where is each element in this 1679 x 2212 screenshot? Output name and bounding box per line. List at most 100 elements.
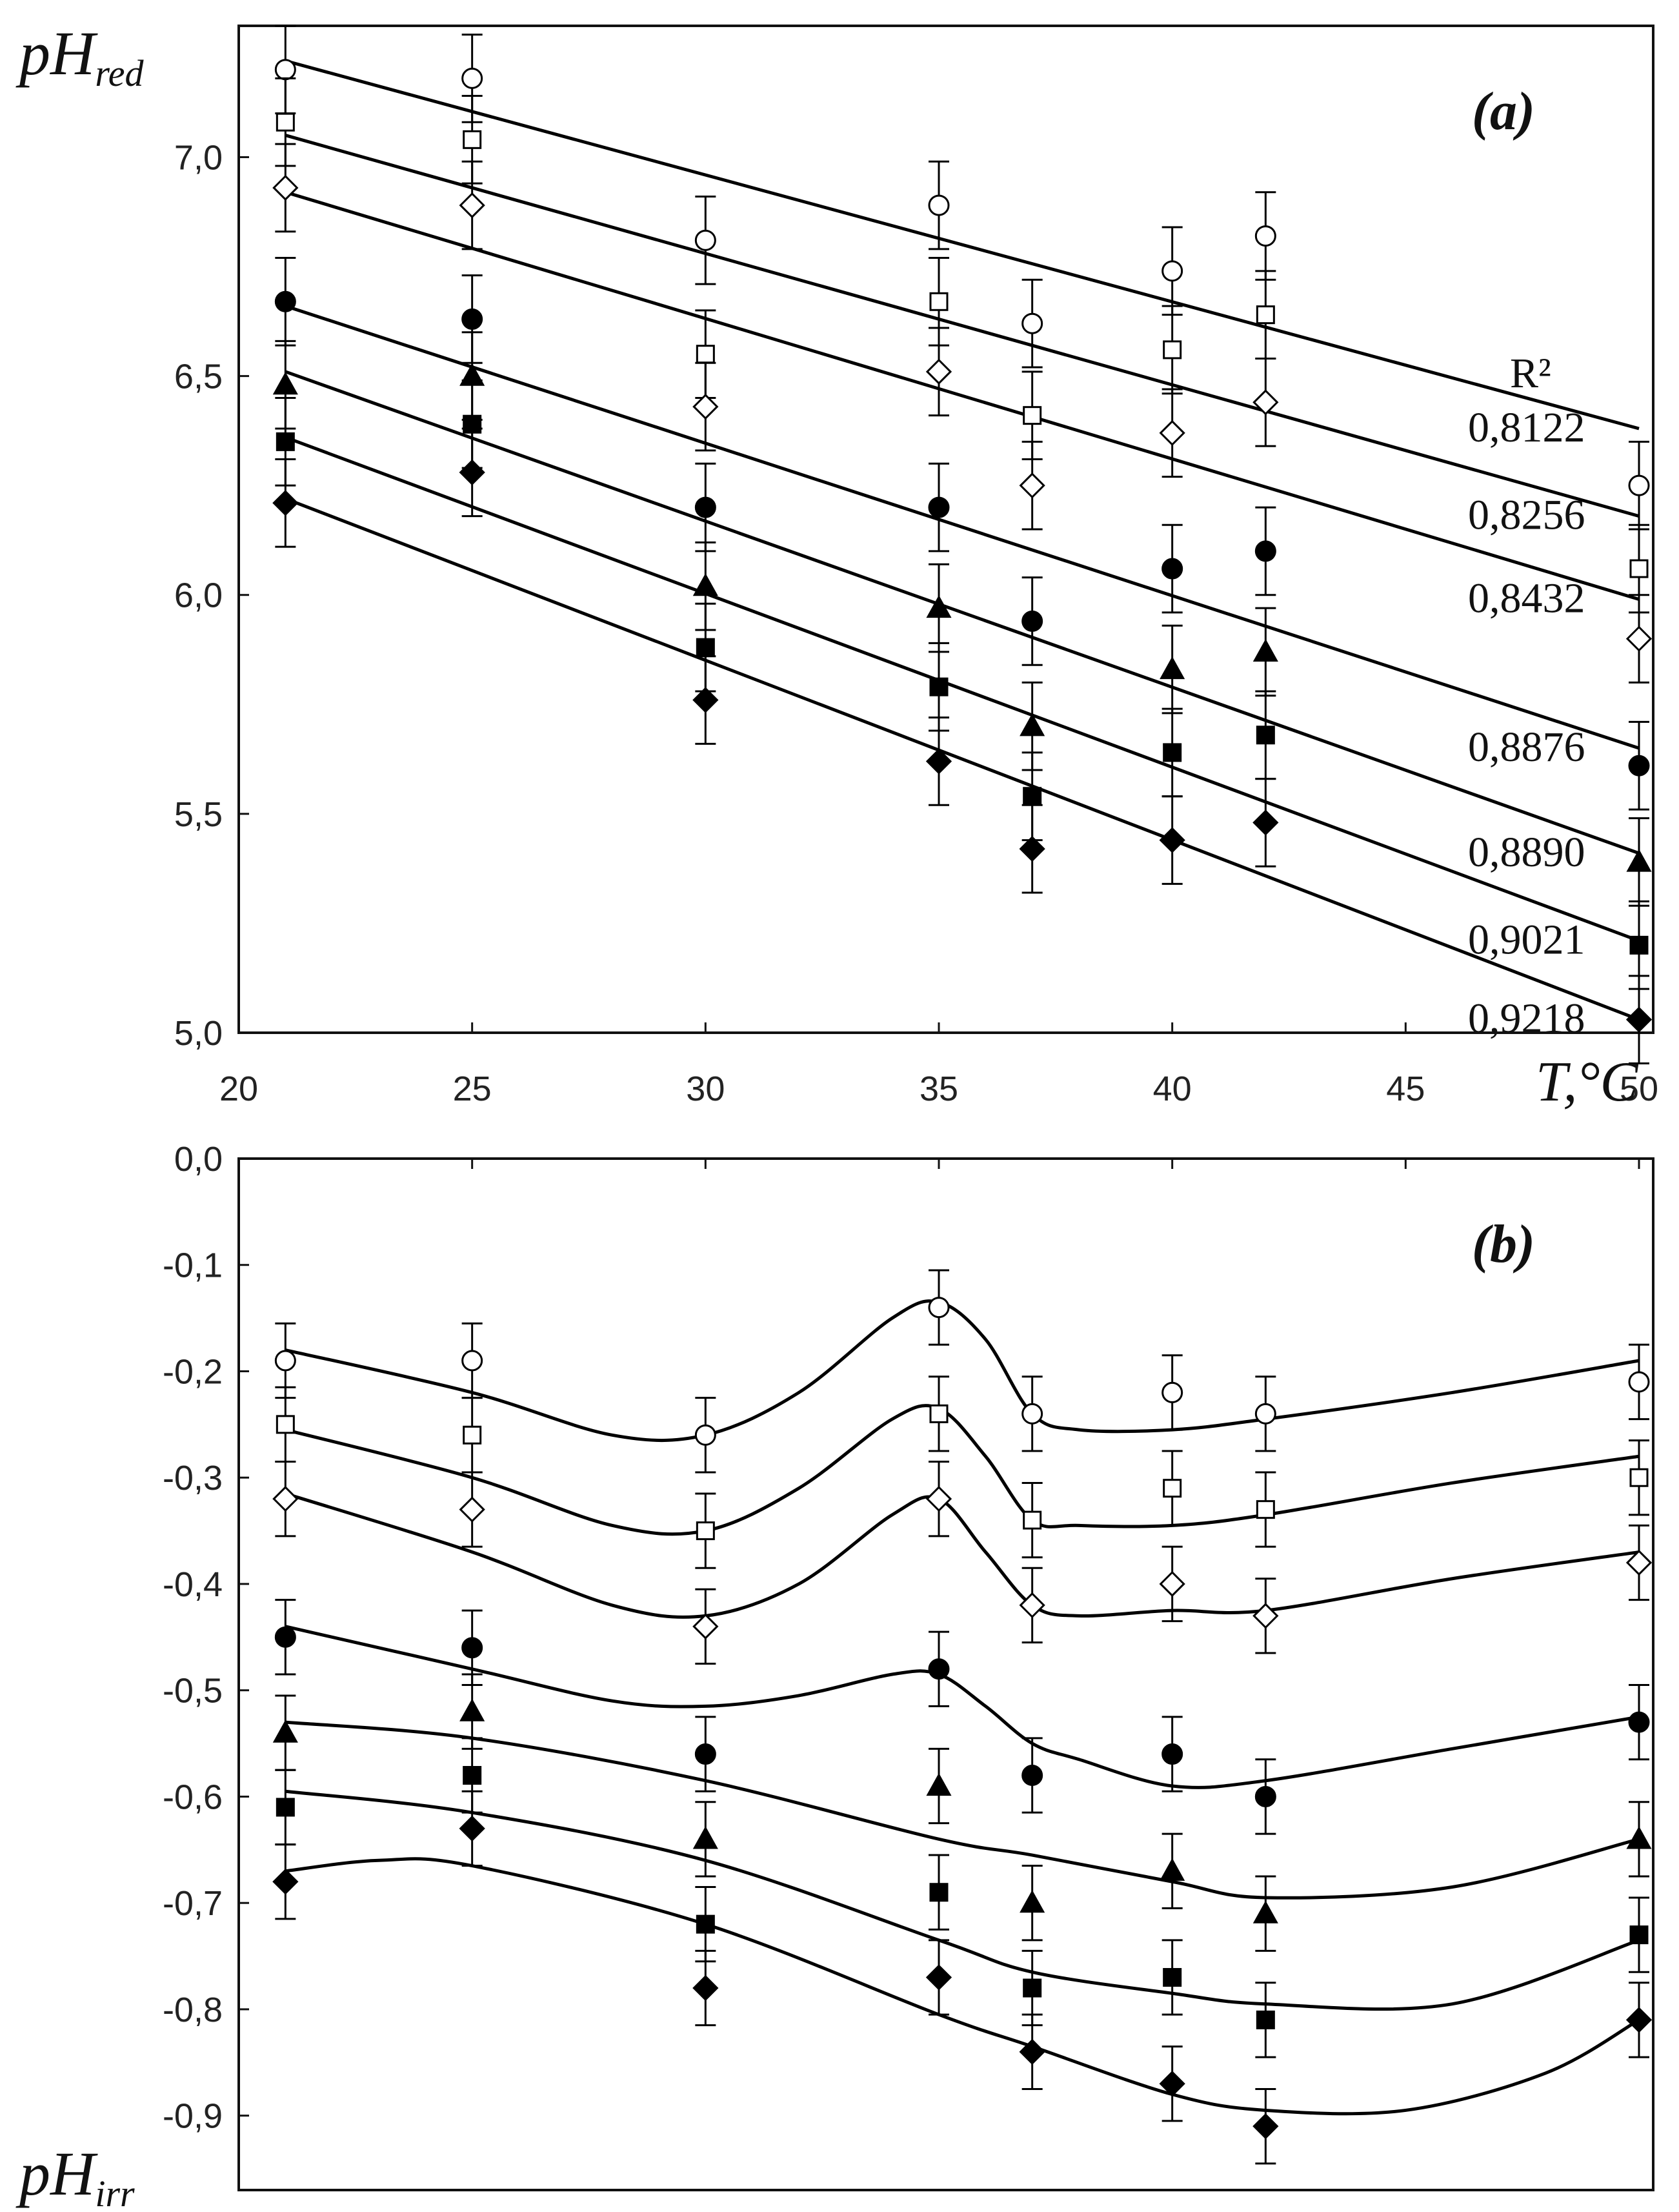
data-point-a-filled-circle [1021, 610, 1043, 632]
data-point-a-filled-triangle [926, 594, 952, 618]
x-tick-label: 40 [1153, 1070, 1192, 1108]
data-point-a-open-square [463, 130, 482, 149]
data-point-b-filled-circle [1161, 1743, 1183, 1765]
data-point-a-filled-diamond [925, 748, 952, 775]
data-point-b-open-diamond [1019, 1592, 1045, 1619]
fit-line-a-2 [285, 190, 1640, 601]
y-tick-label-b: -0,9 [163, 2097, 223, 2136]
data-point-a-open-diamond [1159, 420, 1185, 446]
data-point-b-open-circle [928, 1297, 950, 1319]
data-point-b-open-square [1629, 1468, 1649, 1487]
data-point-b-open-diamond [1625, 1549, 1653, 1576]
data-point-b-open-diamond [272, 1486, 299, 1512]
data-point-a-open-circle [694, 229, 716, 251]
panel-a-axis-ticks: 5,0 5,5 6,0 6,5 7,0 20 25 30 35 40 45 50 [174, 138, 1658, 1108]
panel-b-fit-curves [285, 1299, 1640, 2116]
data-point-a-filled-square [1163, 743, 1182, 762]
r2-value: 0,8122 [1468, 404, 1585, 451]
panel-a-data-points [272, 25, 1653, 1064]
fit-curve-b-0 [285, 1299, 1640, 1443]
data-point-a-filled-circle [928, 496, 950, 518]
data-point-a-open-circle [928, 194, 950, 216]
data-point-b-filled-circle [694, 1743, 716, 1765]
y-tick-label-b: 0,0 [174, 1140, 223, 1179]
panel-b-y-axis-label-sub: irr [95, 2173, 135, 2212]
data-point-a-open-circle [274, 59, 296, 81]
panel-b-y-axis-label-main: pH [15, 2139, 98, 2208]
r2-value: 0,8876 [1468, 724, 1585, 771]
panel-a-label: (a) [1472, 81, 1535, 141]
data-point-a-filled-diamond [1252, 809, 1279, 836]
panel-b-chart: 0,0-0,1-0,2-0,3-0,4-0,5-0,6-0,7-0,8-0,9 … [15, 1140, 1654, 2212]
data-point-a-filled-triangle [692, 573, 718, 596]
y-tick-label-b: -0,2 [163, 1352, 223, 1391]
panel-a-chart: 5,05,56,06,57,020 25 30 35 40 45 50 (a) pHred … [15, 19, 1658, 1113]
r2-value: 0,8890 [1468, 829, 1585, 876]
y-tick-label-a: 6,0 [174, 576, 223, 615]
data-point-b-open-circle [1254, 1403, 1276, 1425]
data-point-a-filled-diamond [459, 459, 485, 485]
data-point-a-filled-circle [1628, 755, 1650, 776]
panel-a-y-axis-label: pHred [15, 19, 144, 94]
fit-curve-b-5 [285, 1789, 1640, 2011]
r2-value: 0,9021 [1468, 917, 1585, 964]
data-point-a-filled-triangle [1626, 849, 1652, 872]
data-point-b-open-circle [1021, 1403, 1043, 1425]
y-tick-label-a: 5,0 [174, 1014, 223, 1053]
data-point-a-filled-square [696, 638, 715, 657]
data-point-b-filled-diamond [1019, 2038, 1045, 2065]
data-point-a-open-diamond [1625, 625, 1653, 652]
y-tick-label-b: -0,5 [163, 1672, 223, 1710]
data-point-a-open-circle [1021, 312, 1043, 334]
x-axis-label: T,°C [1536, 1051, 1639, 1113]
data-point-a-open-diamond [925, 358, 952, 385]
y-tick-label-b: -0,8 [163, 1991, 223, 2029]
data-point-b-open-diamond [459, 1496, 485, 1523]
y-tick-label-b: -0,6 [163, 1778, 223, 1816]
data-point-b-open-diamond [1159, 1570, 1185, 1598]
x-tick-label: 30 [686, 1070, 725, 1108]
panel-b-axis-ticks: 0,0 -0,1 -0,2 -0,3 -0,4 -0,5 -0,6 -0,7 -0,8 -0,9 [163, 1140, 1640, 2136]
data-point-a-filled-diamond [272, 490, 299, 516]
x-tick-label: 35 [920, 1070, 958, 1108]
data-point-b-filled-circle [1021, 1765, 1043, 1787]
data-point-b-filled-diamond [459, 1815, 485, 1842]
data-point-b-open-square [1023, 1510, 1042, 1530]
data-point-b-filled-triangle [272, 1720, 298, 1743]
data-point-b-open-square [463, 1425, 482, 1445]
data-point-b-open-square [1256, 1500, 1275, 1519]
data-point-a-open-circle [1254, 225, 1276, 247]
data-point-a-filled-triangle [272, 372, 298, 395]
data-point-b-filled-square [276, 1798, 295, 1817]
data-point-b-open-diamond [925, 1486, 952, 1512]
data-point-b-filled-triangle [692, 1826, 718, 1849]
r2-value: 0,8432 [1468, 575, 1585, 622]
x-tick-label: 20 [219, 1070, 258, 1108]
data-point-b-open-square [1163, 1479, 1182, 1498]
fit-curve-b-1 [285, 1404, 1640, 1536]
panel-b-data-points [272, 1269, 1653, 2165]
data-point-a-open-diamond [1019, 472, 1045, 499]
data-point-b-filled-triangle [459, 1698, 485, 1721]
data-point-a-filled-triangle [1252, 638, 1278, 662]
data-point-a-filled-square [929, 677, 949, 696]
data-point-a-open-square [696, 345, 715, 364]
panel-b-label: (b) [1472, 1214, 1535, 1274]
data-point-b-filled-square [929, 1883, 949, 1902]
r2-value: 0,8256 [1468, 492, 1585, 539]
data-point-a-filled-triangle [1020, 713, 1045, 736]
fit-curve-b-2 [285, 1492, 1640, 1619]
data-point-a-filled-square [1256, 725, 1275, 745]
data-point-a-open-circle [461, 67, 483, 89]
y-tick-label-b: -0,4 [163, 1565, 223, 1604]
fit-line-a-3 [285, 304, 1640, 750]
panel-b-frame [237, 1157, 1654, 2191]
fit-line-a-0 [285, 59, 1640, 431]
data-point-a-filled-circle [694, 496, 716, 518]
data-point-b-filled-diamond [1159, 2071, 1185, 2097]
data-point-a-open-diamond [692, 393, 719, 420]
y-tick-label-b: -0,1 [163, 1246, 223, 1285]
data-point-a-filled-triangle [1160, 656, 1185, 680]
data-point-b-filled-square [1023, 1978, 1042, 1998]
